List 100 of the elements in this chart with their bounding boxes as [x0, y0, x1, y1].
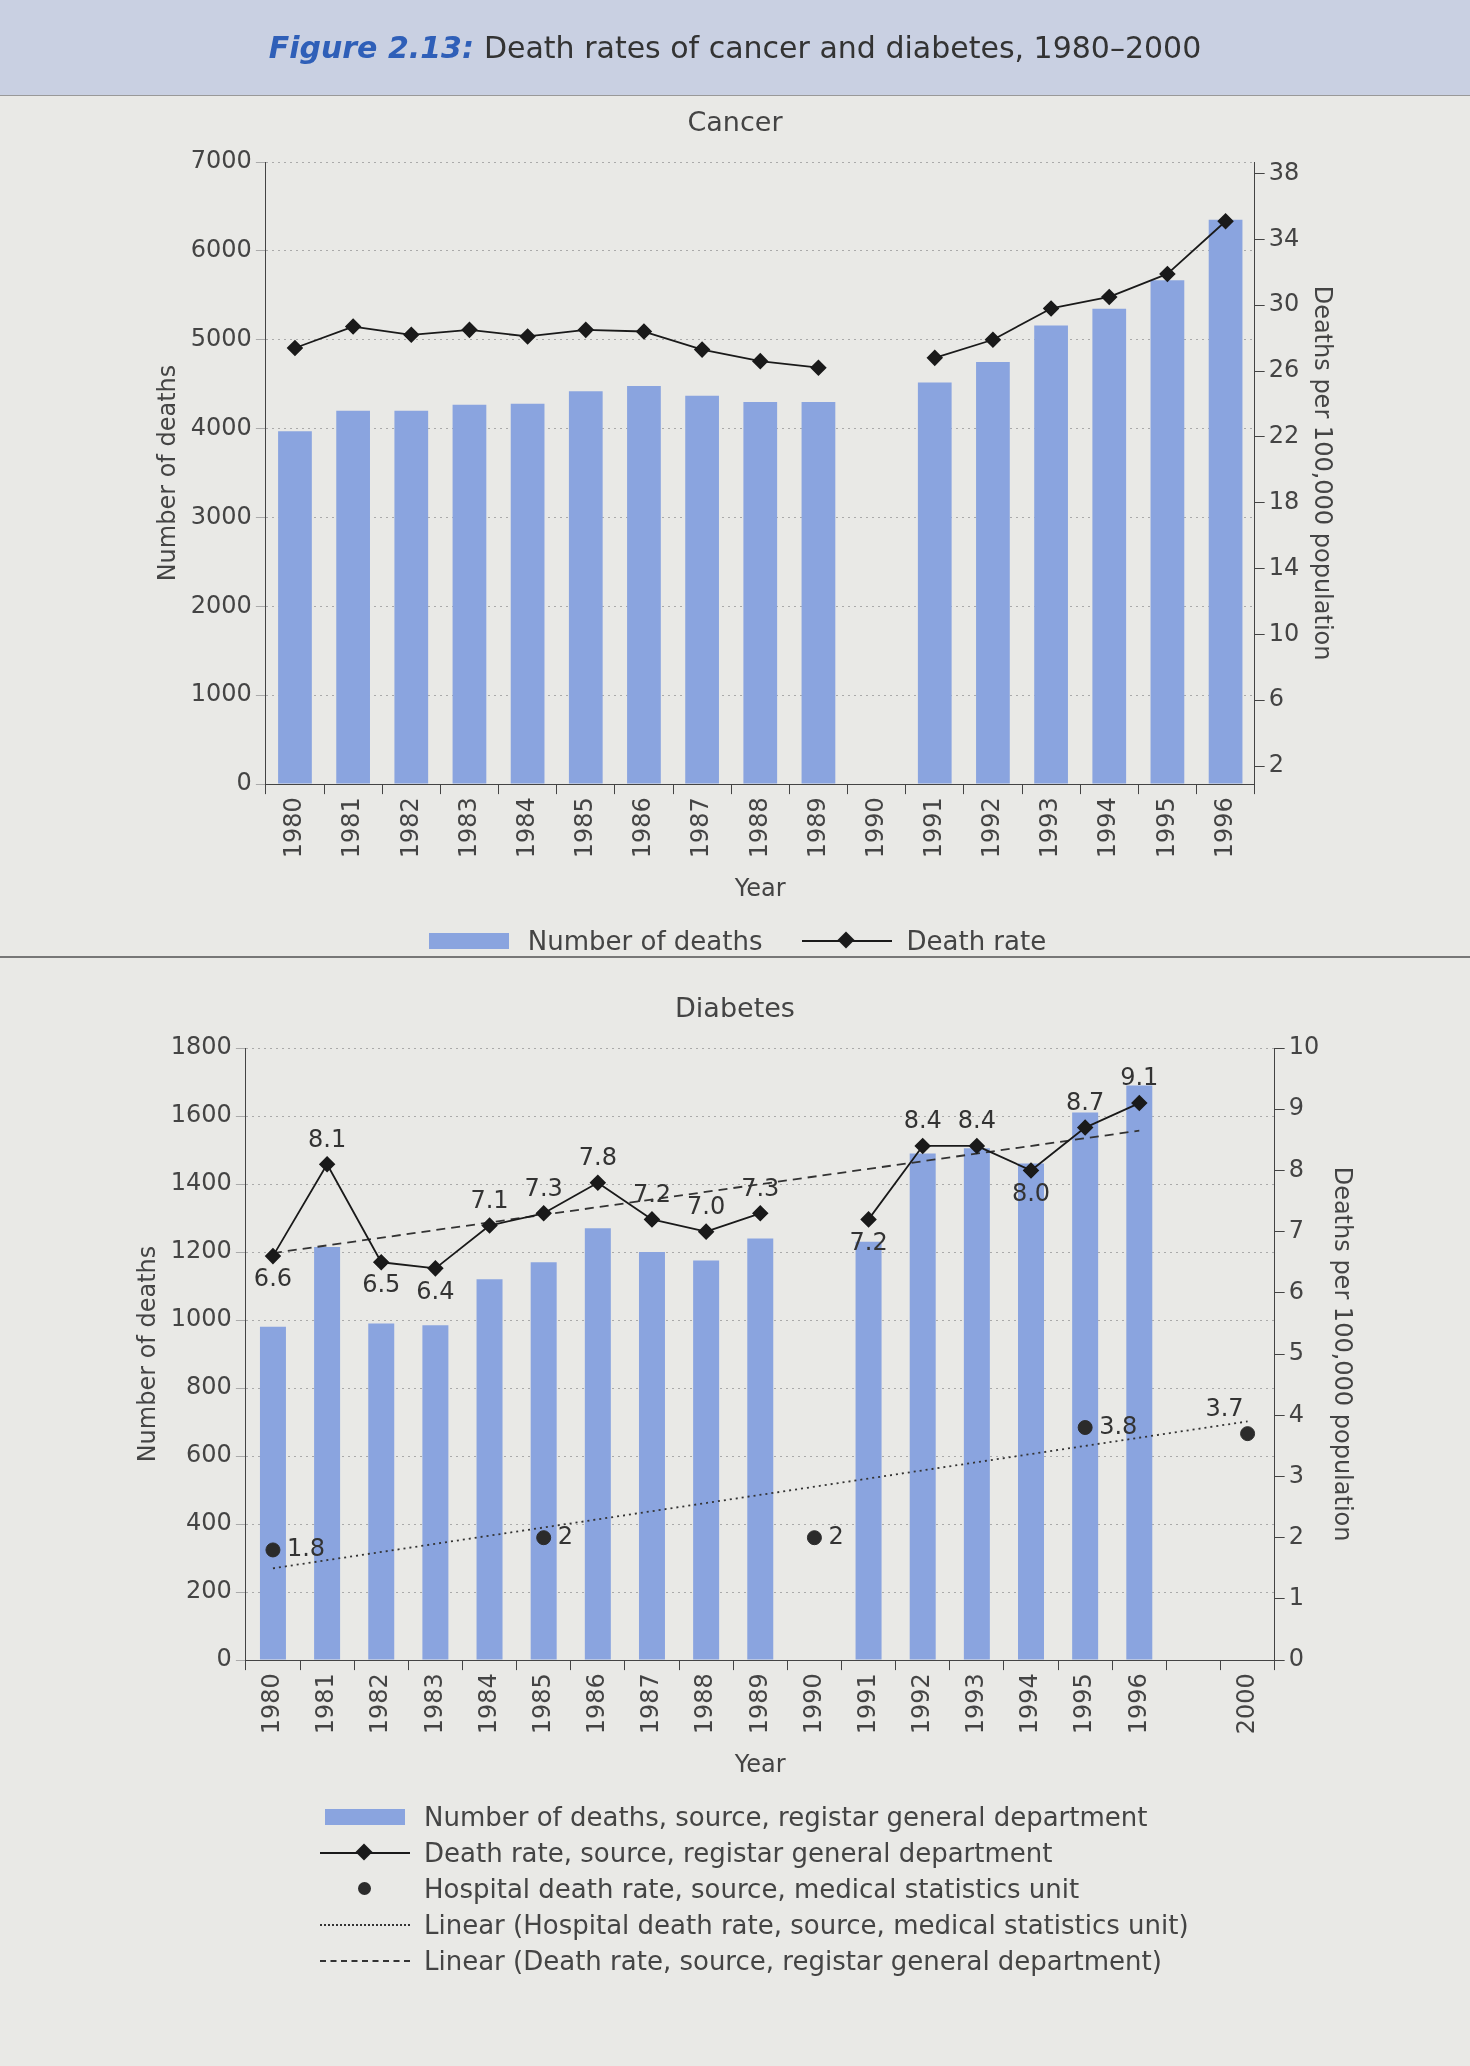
data-label: 2	[828, 1521, 844, 1550]
bar	[976, 361, 1010, 784]
bar	[510, 403, 545, 784]
y2-tick-label: 7	[1288, 1215, 1304, 1244]
bar	[530, 1262, 557, 1660]
x-tick-label: 1983	[453, 797, 482, 859]
point	[1159, 266, 1176, 282]
bar	[1092, 308, 1127, 784]
bar	[917, 382, 952, 784]
legend-label: Hospital death rate, source, medical statistics unit	[424, 1874, 1080, 1904]
point	[1077, 1119, 1094, 1136]
point	[1077, 1420, 1093, 1436]
y-tick-label: 800	[186, 1372, 232, 1401]
point	[481, 1217, 498, 1234]
x-tick-label: 1981	[311, 1673, 340, 1735]
point	[319, 1156, 335, 1173]
y-tick-label: 400	[186, 1508, 232, 1537]
point	[644, 1211, 660, 1228]
legend-label: Number of deaths, source, registar general department	[424, 1802, 1148, 1832]
point	[806, 1530, 822, 1546]
x-tick-label: 1987	[686, 797, 715, 859]
y2-tick-label: 10	[1268, 618, 1300, 647]
bar	[1208, 219, 1243, 784]
y-tick-label: 1400	[170, 1168, 232, 1197]
y2-axis-title: Deaths per 100,000 population	[1329, 1166, 1358, 1542]
point	[536, 1530, 552, 1546]
point	[1240, 1426, 1256, 1442]
y-tick-label: 3000	[190, 501, 252, 530]
x-tick-label: 1986	[582, 1673, 611, 1735]
x-tick-label: 1994	[1015, 1673, 1044, 1735]
bar	[368, 1323, 395, 1660]
data-label: 6.4	[416, 1276, 455, 1305]
point	[810, 359, 827, 376]
data-label: 1.8	[286, 1534, 326, 1563]
data-label: 7.1	[470, 1185, 509, 1214]
point	[577, 321, 594, 338]
y-tick-label: 7000	[190, 146, 252, 175]
bar	[627, 385, 661, 784]
point	[636, 323, 652, 340]
y-tick-label: 4000	[190, 412, 252, 441]
bar	[278, 431, 312, 784]
point	[1101, 289, 1118, 305]
y2-tick-label: 2	[1268, 750, 1284, 779]
x-tick-label: 1992	[977, 797, 1006, 859]
x-tick-label: 1985	[527, 1673, 556, 1735]
data-label: 3.8	[1099, 1411, 1138, 1440]
y-tick-label: 0	[216, 1644, 232, 1673]
y2-tick-label: 2	[1288, 1521, 1304, 1550]
point	[535, 1205, 552, 1222]
point	[519, 328, 536, 345]
y2-tick-label: 34	[1268, 223, 1300, 252]
bar	[476, 1279, 503, 1660]
x-tick-label: 1996	[1209, 797, 1238, 859]
x-tick-label: 1981	[337, 797, 366, 859]
point	[752, 353, 769, 370]
point	[265, 1248, 281, 1265]
data-label: 3.7	[1205, 1393, 1244, 1422]
y2-tick-label: 14	[1268, 552, 1300, 581]
x-tick-label: 1993	[1035, 797, 1064, 859]
x-tick-label: 1982	[365, 1673, 394, 1735]
point	[968, 1138, 985, 1154]
x-tick-label: 1987	[636, 1673, 665, 1735]
y2-tick-label: 30	[1268, 289, 1300, 318]
y-tick-label: 1600	[170, 1100, 232, 1129]
point	[345, 318, 362, 335]
x-tick-label: 1991	[852, 1673, 881, 1735]
chart-subtitle: Cancer	[686, 105, 784, 139]
y2-tick-label: 4	[1288, 1399, 1304, 1428]
data-label: 7.0	[687, 1191, 726, 1220]
y2-tick-label: 5	[1288, 1338, 1304, 1367]
x-tick-label: 1990	[860, 797, 889, 859]
bar	[336, 410, 370, 784]
bar	[693, 1260, 720, 1660]
x-tick-label: 1992	[906, 1673, 935, 1735]
y-tick-label: 6000	[190, 235, 252, 264]
point	[427, 1260, 444, 1277]
bar	[743, 401, 778, 784]
bar	[394, 410, 429, 784]
x-axis-title: Year	[733, 873, 786, 902]
x-axis-title: Year	[733, 1749, 786, 1778]
legend-label: Linear (Death rate, source, registar general department)	[424, 1946, 1162, 1976]
y2-tick-label: 22	[1268, 421, 1300, 450]
y2-tick-label: 6	[1288, 1277, 1304, 1306]
point	[926, 349, 943, 366]
y2-tick-label: 38	[1268, 157, 1300, 186]
chart-title: Figure 2.13: Death rates of cancer and diabetes, 1980–2000	[0, 0, 1470, 96]
x-tick-label: 1984	[473, 1673, 502, 1735]
bar	[568, 391, 603, 784]
bar	[747, 1238, 774, 1660]
y-tick-label: 1000	[190, 679, 252, 708]
y2-tick-label: 6	[1268, 684, 1284, 713]
bar	[801, 401, 836, 784]
data-label: 7.3	[741, 1173, 780, 1202]
x-tick-label: 1988	[744, 797, 773, 859]
bar	[584, 1228, 611, 1660]
x-tick-label: 2000	[1231, 1673, 1260, 1735]
x-tick-label: 1986	[628, 797, 657, 859]
point	[1023, 1162, 1039, 1179]
point	[373, 1254, 390, 1271]
bar	[963, 1148, 990, 1660]
